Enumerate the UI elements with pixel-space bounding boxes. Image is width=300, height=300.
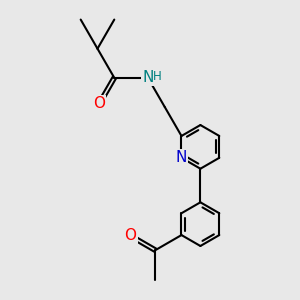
- Text: H: H: [153, 70, 162, 83]
- Text: N: N: [176, 150, 187, 165]
- Text: O: O: [93, 97, 105, 112]
- Text: N: N: [142, 70, 154, 85]
- Text: O: O: [124, 228, 136, 243]
